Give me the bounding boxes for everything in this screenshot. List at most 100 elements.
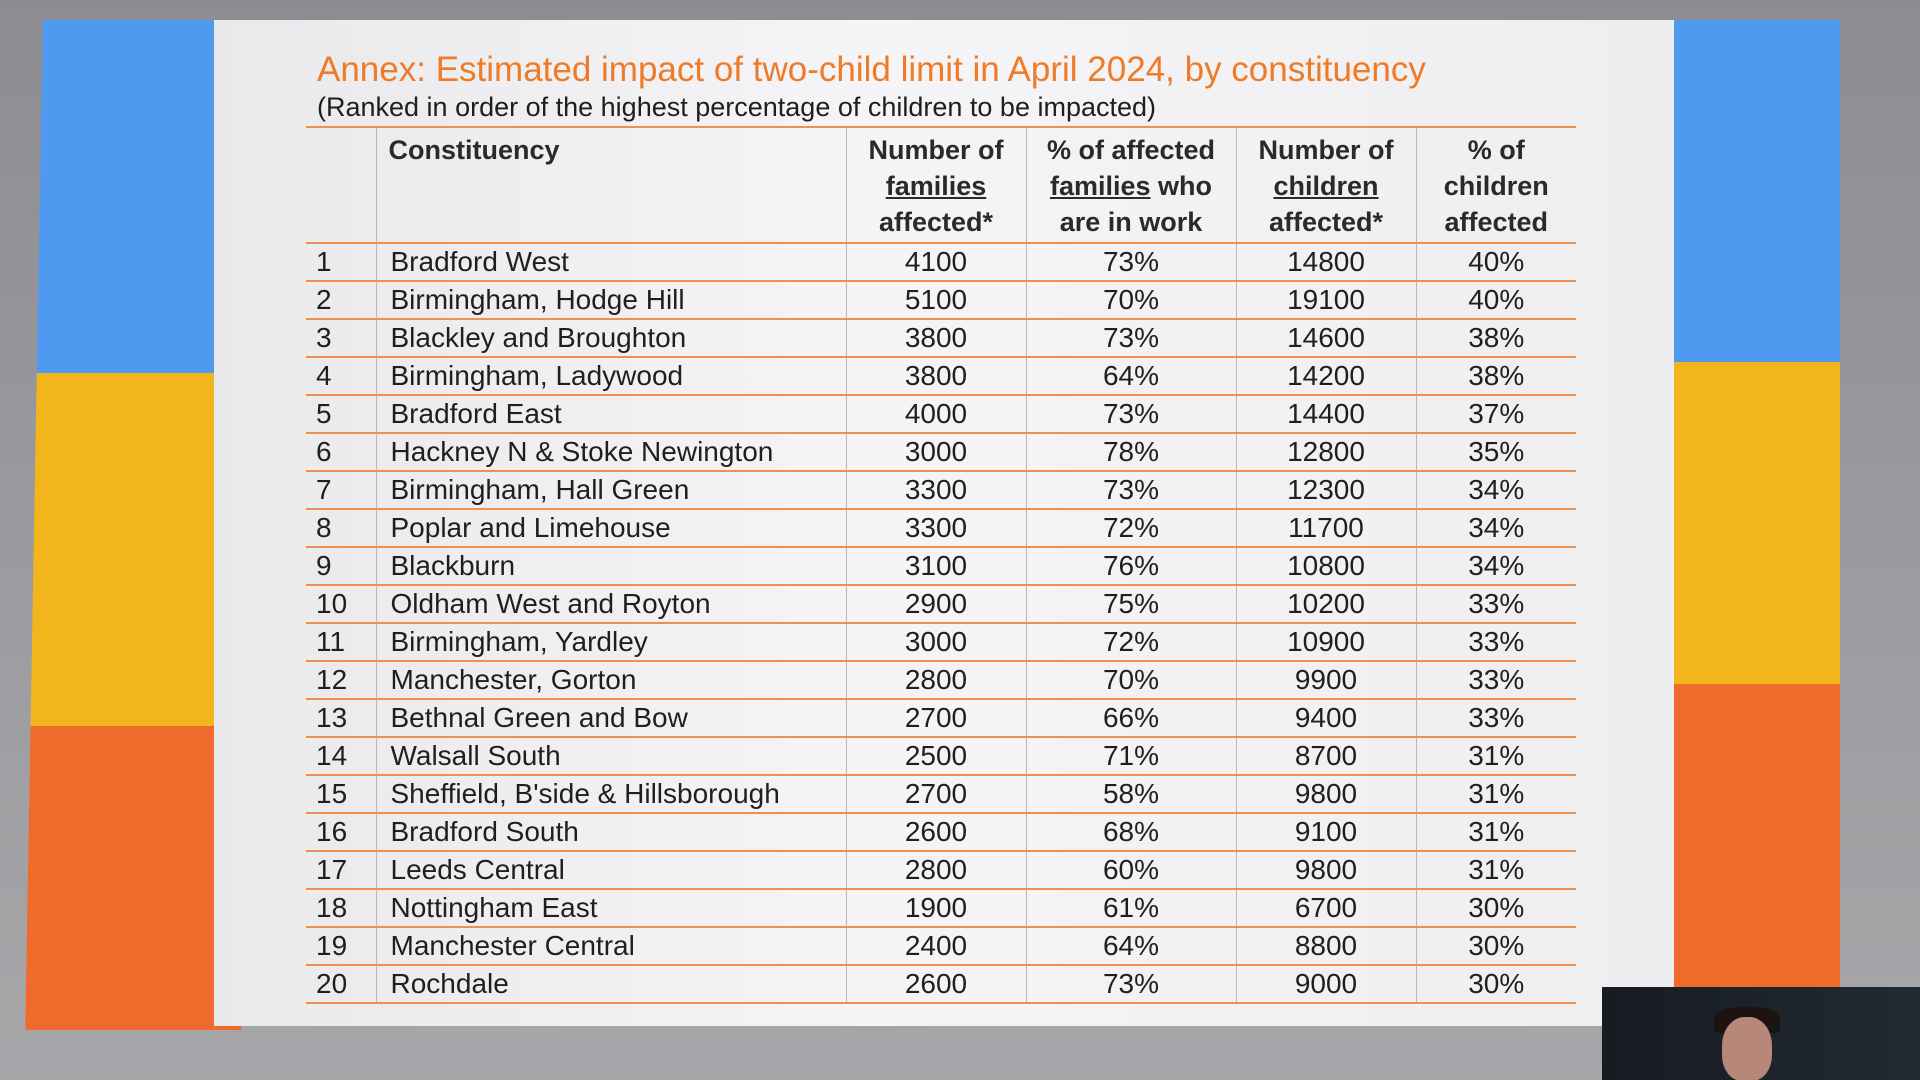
header-families-line1: Number of <box>868 135 1004 165</box>
cell-children-affected: 12300 <box>1235 471 1416 510</box>
cell-rank: 1 <box>306 243 376 282</box>
cell-rank: 10 <box>306 585 376 624</box>
header-in-work-line1: % of affected <box>1046 135 1216 165</box>
cell-rank: 16 <box>306 813 376 852</box>
slide-subtitle: (Ranked in order of the highest percenta… <box>317 92 1157 122</box>
cell-pct-children: 38% <box>1415 357 1576 396</box>
cell-children-affected: 9400 <box>1235 699 1416 738</box>
cell-families-affected: 1900 <box>845 889 1026 928</box>
cell-families-affected: 3100 <box>845 547 1026 586</box>
cell-constituency: Birmingham, Yardley <box>375 623 846 662</box>
slide: Annex: Estimated impact of two-child lim… <box>214 20 1674 1026</box>
cell-rank: 15 <box>306 775 376 814</box>
cell-families-affected: 3300 <box>845 471 1026 510</box>
cell-constituency: Bradford West <box>375 243 846 282</box>
webcam-thumbnail <box>1602 987 1920 1080</box>
table-row: 3 Blackley and Broughton 3800 73% 14600 38% <box>306 319 1576 358</box>
cell-children-affected: 9800 <box>1235 775 1416 814</box>
table-row: 17 Leeds Central 2800 60% 9800 31% <box>306 851 1576 890</box>
cell-constituency: Leeds Central <box>375 851 846 890</box>
cell-pct-children: 31% <box>1415 775 1576 814</box>
header-families-line2: families <box>885 171 987 201</box>
cell-constituency: Walsall South <box>375 737 846 776</box>
cell-children-affected: 14200 <box>1235 357 1416 396</box>
cell-pct-children: 31% <box>1415 851 1576 890</box>
cell-children-affected: 6700 <box>1235 889 1416 928</box>
cell-pct-children: 30% <box>1415 889 1576 928</box>
cell-constituency: Sheffield, B'side & Hillsborough <box>375 775 846 814</box>
cell-in-work-pct: 72% <box>1025 509 1236 548</box>
cell-pct-children: 31% <box>1415 737 1576 776</box>
cell-rank: 20 <box>306 965 376 1004</box>
cell-rank: 9 <box>306 547 376 586</box>
cell-pct-children: 30% <box>1415 927 1576 966</box>
cell-in-work-pct: 73% <box>1025 319 1236 358</box>
table-row: 11 Birmingham, Yardley 3000 72% 10900 33% <box>306 623 1576 662</box>
cell-in-work-pct: 73% <box>1025 243 1236 282</box>
table-row: 20 Rochdale 2600 73% 9000 30% <box>306 965 1576 1004</box>
cell-rank: 2 <box>306 281 376 320</box>
cell-families-affected: 2800 <box>845 661 1026 700</box>
cell-pct-children: 38% <box>1415 319 1576 358</box>
cell-children-affected: 14800 <box>1235 243 1416 282</box>
cell-rank: 17 <box>306 851 376 890</box>
header-pct-children: % of children affected <box>1415 126 1576 244</box>
cell-in-work-pct: 68% <box>1025 813 1236 852</box>
cell-constituency: Manchester, Gorton <box>375 661 846 700</box>
header-in-work-line2b: who <box>1158 171 1213 201</box>
cell-pct-children: 31% <box>1415 813 1576 852</box>
cell-in-work-pct: 64% <box>1025 927 1236 966</box>
cell-rank: 5 <box>306 395 376 434</box>
cell-rank: 3 <box>306 319 376 358</box>
cell-constituency: Nottingham East <box>375 889 846 928</box>
cell-families-affected: 2400 <box>845 927 1026 966</box>
table-row: 8 Poplar and Limehouse 3300 72% 11700 34% <box>306 509 1576 548</box>
cell-constituency: Blackburn <box>375 547 846 586</box>
cell-in-work-pct: 60% <box>1025 851 1236 890</box>
cell-constituency: Bradford South <box>375 813 846 852</box>
cell-families-affected: 2500 <box>845 737 1026 776</box>
cell-pct-children: 34% <box>1415 547 1576 586</box>
cell-families-affected: 2700 <box>845 775 1026 814</box>
cell-constituency: Birmingham, Hall Green <box>375 471 846 510</box>
cell-in-work-pct: 61% <box>1025 889 1236 928</box>
table-row: 4 Birmingham, Ladywood 3800 64% 14200 38% <box>306 357 1576 396</box>
header-in-work-line3: are in work <box>1059 207 1203 237</box>
cell-constituency: Poplar and Limehouse <box>375 509 846 548</box>
cell-rank: 12 <box>306 661 376 700</box>
table-row: 12 Manchester, Gorton 2800 70% 9900 33% <box>306 661 1576 700</box>
header-families-line3: affected* <box>878 207 994 237</box>
cell-in-work-pct: 76% <box>1025 547 1236 586</box>
right-color-band <box>1658 20 1840 995</box>
header-in-work-line2a: families <box>1049 171 1151 201</box>
table-row: 5 Bradford East 4000 73% 14400 37% <box>306 395 1576 434</box>
cell-rank: 6 <box>306 433 376 472</box>
cell-rank: 19 <box>306 927 376 966</box>
cell-constituency: Birmingham, Hodge Hill <box>375 281 846 320</box>
cell-children-affected: 12800 <box>1235 433 1416 472</box>
cell-constituency: Manchester Central <box>375 927 846 966</box>
cell-children-affected: 9900 <box>1235 661 1416 700</box>
cell-in-work-pct: 73% <box>1025 395 1236 434</box>
cell-in-work-pct: 70% <box>1025 661 1236 700</box>
cell-children-affected: 9100 <box>1235 813 1416 852</box>
cell-children-affected: 8700 <box>1235 737 1416 776</box>
cell-constituency: Oldham West and Royton <box>375 585 846 624</box>
cell-constituency: Bethnal Green and Bow <box>375 699 846 738</box>
header-children-line2: children <box>1273 171 1379 201</box>
table-row: 7 Birmingham, Hall Green 3300 73% 12300 34% <box>306 471 1576 510</box>
cell-pct-children: 33% <box>1415 585 1576 624</box>
cell-rank: 18 <box>306 889 376 928</box>
cell-rank: 8 <box>306 509 376 548</box>
cell-constituency: Birmingham, Ladywood <box>375 357 846 396</box>
cell-rank: 4 <box>306 357 376 396</box>
header-pct-line1: % of <box>1467 135 1525 165</box>
cell-pct-children: 37% <box>1415 395 1576 434</box>
table-row: 15 Sheffield, B'side & Hillsborough 2700 58… <box>306 775 1576 814</box>
cell-children-affected: 9800 <box>1235 851 1416 890</box>
cell-children-affected: 11700 <box>1235 509 1416 548</box>
slide-title: Annex: Estimated impact of two-child lim… <box>317 50 1426 89</box>
cell-pct-children: 34% <box>1415 509 1576 548</box>
table-row: 1 Bradford West 4100 73% 14800 40% <box>306 243 1576 282</box>
